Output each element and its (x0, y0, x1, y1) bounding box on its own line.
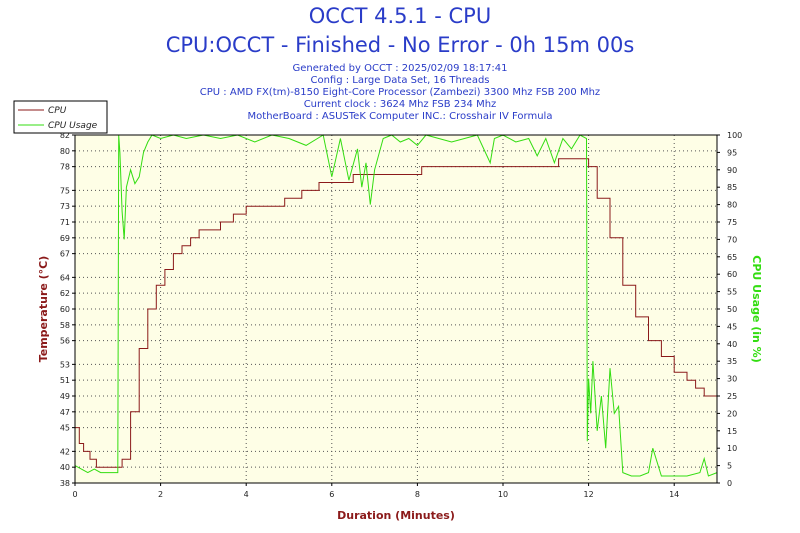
y-left-tick-label: 80 (60, 147, 70, 156)
info-cpu: CPU : AMD FX(tm)-8150 Eight-Core Process… (199, 87, 601, 98)
series-layer (74, 134, 718, 477)
x-tick-label: 2 (158, 490, 163, 499)
y-left-tick-label: 71 (60, 218, 70, 227)
x-tick-label: 12 (584, 490, 594, 499)
y-left-tick-label: 60 (60, 305, 70, 314)
x-tick-label: 10 (498, 490, 508, 499)
series-line-cpu-usage (74, 134, 718, 477)
x-tick-label: 4 (244, 490, 249, 499)
y-left-tick-label: 62 (60, 289, 70, 298)
x-axis-label: Duration (Minutes) (337, 509, 455, 522)
y-right-tick-label: 60 (727, 270, 737, 279)
y-right-tick-label: 70 (727, 235, 737, 244)
y-left-tick-label: 64 (60, 273, 70, 282)
y-right-tick-label: 90 (727, 166, 737, 175)
info-config: Config : Large Data Set, 16 Threads (310, 75, 490, 86)
y-right-tick-label: 85 (727, 183, 737, 192)
y-right-tick-label: 80 (727, 201, 737, 210)
y-left-tick-label: 73 (60, 202, 70, 211)
legend: CPU CPU Usage (13, 100, 108, 134)
y-left-tick-label: 38 (60, 479, 70, 488)
left-axis-ticks: 38 40 42 45 47 49 51 53 56 58 60 62 64 67 69 71 73 75 78 80… (60, 131, 75, 488)
x-tick-label: 14 (669, 490, 679, 499)
y-right-tick-label: 40 (727, 340, 737, 349)
y-left-tick-label: 69 (60, 234, 70, 243)
y-right-tick-label: 15 (727, 427, 737, 436)
y-right-tick-label: 5 (727, 462, 732, 471)
plot-area (75, 135, 717, 483)
legend-label-cpu: CPU (48, 106, 67, 116)
y-left-tick-label: 82 (60, 131, 70, 140)
y-left-tick-label: 67 (60, 250, 70, 259)
chart-title: OCCT 4.5.1 - CPU (308, 4, 492, 28)
y-right-tick-label: 100 (727, 131, 742, 140)
y-left-tick-label: 47 (60, 408, 70, 417)
y-left-tick-label: 53 (60, 360, 70, 369)
y-left-tick-label: 42 (60, 447, 70, 456)
y-right-tick-label: 65 (727, 253, 737, 262)
legend-label-cpu-usage: CPU Usage (48, 121, 98, 131)
legend-box (13, 100, 108, 134)
y-right-tick-label: 75 (727, 218, 737, 227)
y-axis-label-left: Temperature (°C) (37, 256, 50, 363)
y-right-tick-label: 45 (727, 322, 737, 331)
y-right-tick-label: 35 (727, 357, 737, 366)
x-tick-label: 6 (329, 490, 334, 499)
series-line-cpu (75, 158, 717, 468)
right-axis-ticks: 0 5 10 15 20 25 30 35 40 45 50 55 60 65 70 75 80 85 90 95 10… (717, 131, 742, 488)
y-left-tick-label: 45 (60, 424, 70, 433)
y-left-tick-label: 75 (60, 186, 70, 195)
chart-subtitle: CPU:OCCT - Finished - No Error - 0h 15m … (165, 33, 635, 57)
y-left-tick-label: 78 (60, 163, 70, 172)
y-right-tick-label: 0 (727, 479, 732, 488)
y-right-tick-label: 20 (727, 409, 737, 418)
info-motherboard: MotherBoard : ASUSTeK Computer INC.: Cro… (247, 111, 553, 122)
info-generated: Generated by OCCT : 2025/02/09 18:17:41 (292, 63, 508, 74)
x-tick-label: 8 (415, 490, 420, 499)
info-clock: Current clock : 3624 Mhz FSB 234 Mhz (303, 99, 497, 110)
y-left-tick-label: 56 (60, 337, 70, 346)
y-right-tick-label: 95 (727, 148, 737, 157)
y-axis-label-right: CPU Usage (in %) (750, 255, 763, 362)
y-right-tick-label: 55 (727, 288, 737, 297)
y-right-tick-label: 10 (727, 444, 737, 453)
y-right-tick-label: 25 (727, 392, 737, 401)
plot-frame (74, 134, 718, 484)
x-axis-ticks: 0 2 4 6 8 10 12 14 (72, 483, 679, 499)
y-left-tick-label: 58 (60, 321, 70, 330)
y-left-tick-label: 40 (60, 463, 70, 472)
y-right-tick-label: 30 (727, 375, 737, 384)
y-right-tick-label: 50 (727, 305, 737, 314)
x-tick-label: 0 (72, 490, 77, 499)
y-left-tick-label: 49 (60, 392, 70, 401)
y-left-tick-label: 51 (60, 376, 70, 385)
